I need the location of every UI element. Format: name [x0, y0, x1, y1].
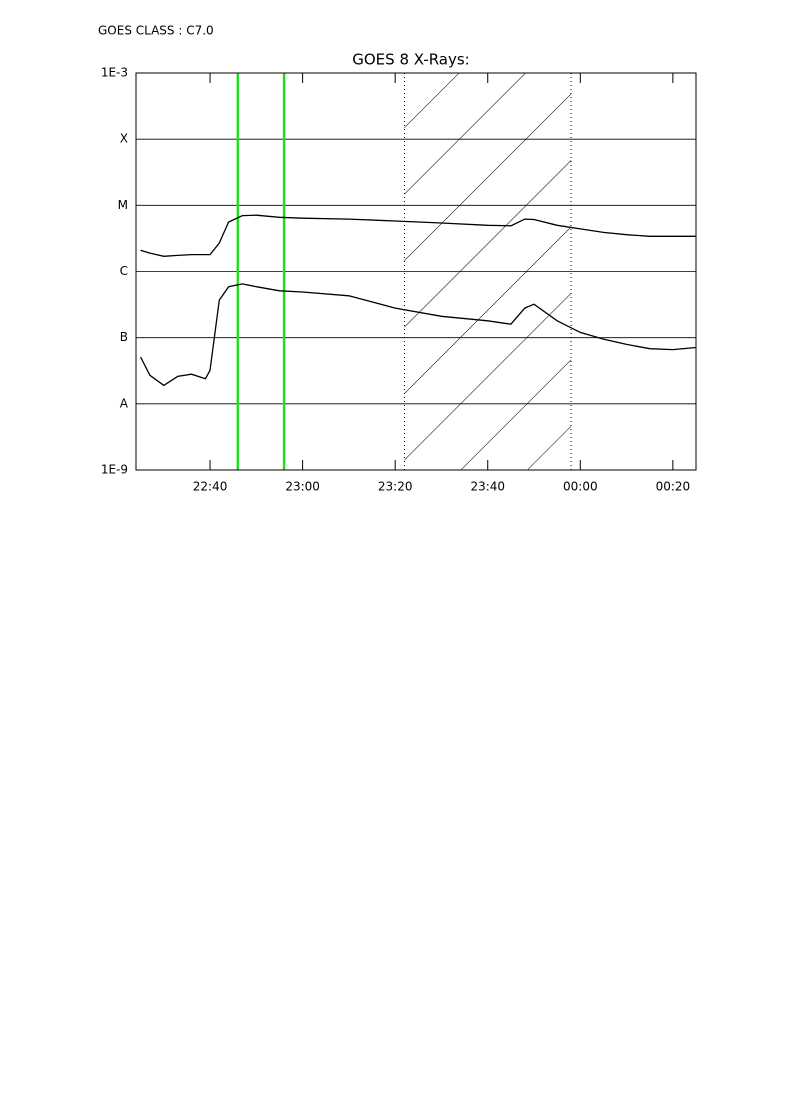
- y-tick-label: X: [120, 132, 128, 146]
- x-tick-label: 23:20: [378, 480, 413, 494]
- x-tick-label: 23:40: [470, 480, 505, 494]
- y-tick-label: C: [120, 264, 128, 278]
- x-tick-label: 00:20: [656, 480, 691, 494]
- series-line: [140, 214, 696, 257]
- x-tick-label: 23:00: [285, 480, 320, 494]
- plot-frame: [135, 72, 697, 471]
- y-tick-label: M: [118, 198, 128, 212]
- y-tick-label: A: [120, 396, 129, 410]
- chart-title: GOES 8 X-Rays:: [352, 51, 469, 69]
- x-tick-label: 00:00: [563, 480, 598, 494]
- header: GOES CLASS : C7.0: [98, 24, 214, 38]
- y-tick-label: 1E-3: [101, 66, 128, 80]
- y-tick-label: 1E-9: [101, 463, 128, 477]
- series-line: [140, 283, 697, 387]
- x-tick-label: 22:40: [193, 480, 228, 494]
- y-tick-label: B: [120, 330, 128, 344]
